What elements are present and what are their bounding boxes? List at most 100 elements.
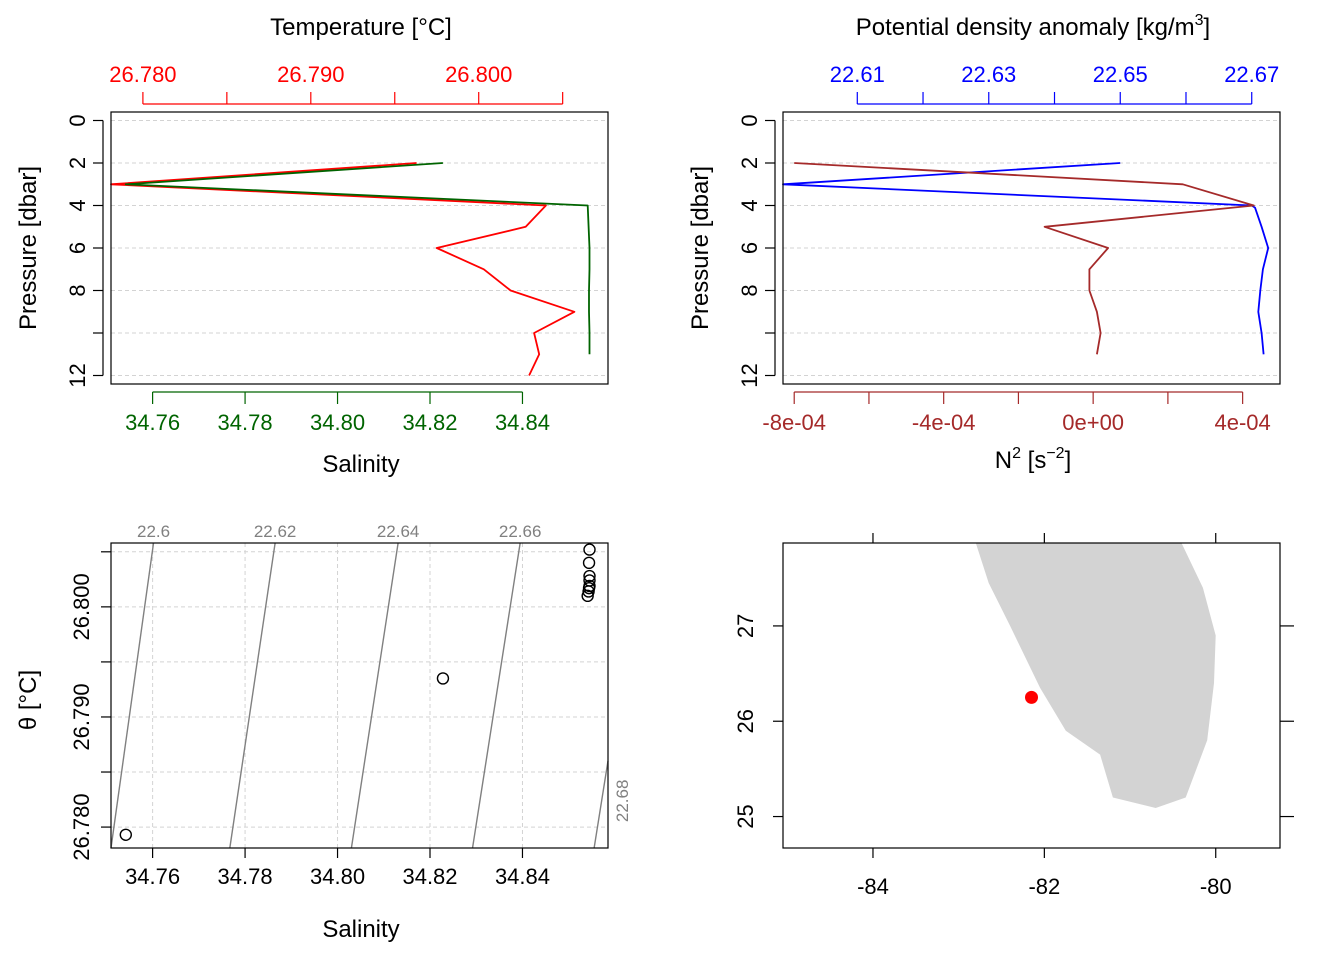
p2-pressure-tick-label: 8 [737, 284, 762, 296]
ts-x-tick-label: 34.84 [495, 864, 550, 889]
p1-pressure-tick-label: 0 [65, 114, 90, 126]
density-profile-line [782, 162, 1270, 355]
density-title-end: ] [1204, 14, 1211, 41]
p2-pressure-tick-label: 12 [737, 363, 762, 387]
map-lat-label: 27 [733, 614, 758, 638]
density-tick-label: 22.65 [1093, 62, 1148, 87]
n2-tick-label: 4e-04 [1214, 410, 1270, 435]
p2-pressure-axis-title: Pressure [dbar] [687, 166, 714, 330]
density-tick-label: 22.61 [830, 62, 885, 87]
p1-plot-frame [110, 111, 609, 385]
p3-axes: 34.76 34.78 34.80 34.82 34.84 26.780 26.790 26.… [69, 551, 550, 889]
ts-point [583, 574, 596, 587]
station-marker [1025, 690, 1038, 704]
p1-pressure-tick-label: 4 [65, 199, 90, 211]
density-tick-label: 22.63 [961, 62, 1016, 87]
ts-y-tick-label: 26.800 [69, 573, 94, 640]
temperature-axis-title: Temperature [°C] [270, 14, 452, 41]
n2-title-main: N [995, 447, 1012, 474]
p2-profile-lines [782, 162, 1270, 355]
salinity-tick-label: 34.82 [402, 410, 457, 435]
ts-point [583, 543, 596, 556]
panel-temperature-salinity-profile: 0 2 4 6 8 12 26.780 26.790 26.800 34.76 34.78 34.80… [15, 14, 609, 478]
ts-point [581, 589, 594, 603]
p4-plot-frame [782, 542, 1281, 849]
n2-title-superscript: 2 [1012, 445, 1021, 462]
ts-point [583, 569, 596, 583]
n2-title-superscript-2: −2 [1046, 445, 1064, 462]
map-lat-label: 26 [733, 709, 758, 733]
n2-tick-label: 0e+00 [1062, 410, 1124, 435]
ts-point [436, 672, 450, 685]
isopycnal-label: 22.66 [499, 522, 542, 541]
p1-pressure-axis-title: Pressure [dbar] [15, 166, 42, 330]
p4-map-content [975, 543, 1216, 808]
isopycnal-line [229, 542, 276, 849]
ts-x-tick-label: 34.78 [218, 864, 273, 889]
ts-x-tick-label: 34.80 [310, 864, 365, 889]
isopycnal-label: 22.62 [254, 522, 297, 541]
p1-pressure-tick-label: 2 [65, 157, 90, 169]
p2-plot-frame [782, 111, 1281, 385]
p3-ts-points [119, 543, 596, 841]
temperature-tick-label: 26.800 [445, 62, 512, 87]
p1-pressure-tick-label: 12 [65, 363, 90, 387]
isopycnal-line [593, 760, 609, 849]
isopycnal-line [350, 542, 399, 849]
p4-axes: -84 -82 -80 25 26 27 [733, 533, 1294, 899]
n2-profile-line [794, 162, 1255, 355]
map-lon-label: -80 [1200, 874, 1232, 899]
isopycnal-label: 22.6 [137, 522, 170, 541]
n2-title-mid: [s [1021, 447, 1046, 474]
salinity-axis-title: Salinity [322, 451, 399, 478]
ts-point [583, 579, 596, 593]
panel-ts-diagram: 22.6 22.62 22.64 22.66 22.68 34.76 34.78 34.80… [15, 522, 632, 943]
temperature-profile-line [110, 162, 576, 376]
p1-pressure-tick-label: 8 [65, 284, 90, 296]
p1-profile-lines [110, 162, 591, 376]
isopycnal-line [110, 542, 155, 849]
temperature-tick-label: 26.790 [277, 62, 344, 87]
n2-tick-label: -4e-04 [912, 410, 976, 435]
salinity-tick-label: 34.80 [310, 410, 365, 435]
isopycnal-label: 22.64 [377, 522, 420, 541]
density-tick-label: 22.67 [1224, 62, 1279, 87]
ts-x-tick-label: 34.82 [402, 864, 457, 889]
ts-point [119, 828, 132, 841]
panel-density-n2-profile: 0 2 4 6 8 12 22.61 22.63 22.65 22.67 -8e-04 -4e-04 0… [687, 12, 1281, 474]
isopycnal-line [471, 542, 521, 849]
p2-pressure-tick-label: 4 [737, 199, 762, 211]
ts-y-tick-label: 26.790 [69, 683, 94, 750]
ts-x-tick-label: 34.76 [125, 864, 180, 889]
map-lat-label: 25 [733, 804, 758, 828]
n2-axis-title: N2 [s−2] [995, 445, 1072, 474]
salinity-tick-label: 34.84 [495, 410, 550, 435]
map-lon-label: -84 [857, 874, 889, 899]
p2-axes: 0 2 4 6 8 12 22.61 22.63 22.65 22.67 -8e-04 -4e-04 0… [737, 62, 1279, 435]
map-lon-label: -82 [1028, 874, 1060, 899]
p2-pressure-tick-label: 0 [737, 114, 762, 126]
density-title-superscript: 3 [1195, 12, 1204, 29]
ts-theta-axis-title: θ [°C] [15, 670, 42, 730]
p1-axes: 0 2 4 6 8 12 26.780 26.790 26.800 34.76 34.78 34.80… [65, 62, 564, 435]
ts-point [582, 556, 596, 570]
p2-pressure-tick-label: 6 [737, 242, 762, 254]
panel-station-map: -84 -82 -80 25 26 27 [733, 533, 1294, 899]
salinity-tick-label: 34.78 [218, 410, 273, 435]
p2-pressure-tick-label: 2 [737, 157, 762, 169]
density-axis-title: Potential density anomaly [kg/m3] [856, 12, 1210, 41]
salinity-tick-label: 34.76 [125, 410, 180, 435]
land-florida [975, 543, 1216, 808]
isopycnal-label: 22.68 [613, 780, 632, 823]
ts-y-tick-label: 26.780 [69, 793, 94, 860]
n2-title-end: ] [1065, 447, 1072, 474]
p3-isopycnals: 22.6 22.62 22.64 22.66 22.68 [110, 522, 632, 849]
salinity-profile-line [124, 162, 591, 355]
p1-gridlines [111, 120, 608, 376]
density-title-main: Potential density anomaly [kg/m [856, 14, 1195, 41]
p2-gridlines [783, 120, 1280, 376]
temperature-tick-label: 26.780 [109, 62, 176, 87]
n2-tick-label: -8e-04 [762, 410, 826, 435]
p3-plot-frame [110, 542, 609, 849]
